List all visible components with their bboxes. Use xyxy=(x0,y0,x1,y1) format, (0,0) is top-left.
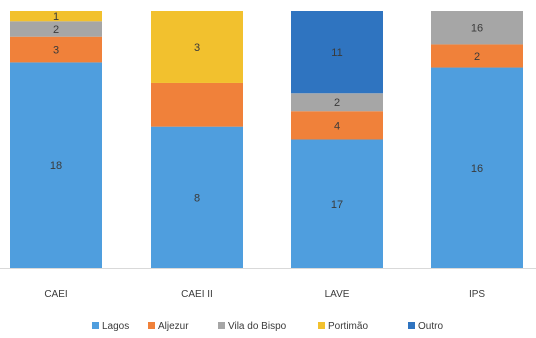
bar-segment-portim-o-caei-ii xyxy=(151,11,243,83)
data-label: 17 xyxy=(331,199,343,211)
bar-segment-aljezur-ips xyxy=(431,44,523,68)
data-label: 1 xyxy=(53,11,59,23)
x-tick-label: CAEI xyxy=(44,289,67,300)
bar-segment-lagos-ips xyxy=(431,67,523,268)
data-label: 16 xyxy=(471,163,483,175)
bar-segment-aljezur-lave xyxy=(291,111,383,140)
legend-label: Outro xyxy=(418,321,443,332)
x-tick-label: LAVE xyxy=(325,289,350,300)
x-axis: CAEI CAEI II LAVE IPS xyxy=(0,268,536,300)
legend-label: Lagos xyxy=(102,321,129,332)
x-tick-label: IPS xyxy=(469,289,485,300)
bar-segment-aljezur-caei xyxy=(10,36,102,63)
legend: Lagos Aljezur Vila do Bispo Portimão Outro xyxy=(92,321,443,332)
bar-segment-portim-o-caei xyxy=(10,11,102,22)
legend-label: Vila do Bispo xyxy=(228,321,287,332)
data-label: 16 xyxy=(471,23,483,35)
legend-swatch xyxy=(218,322,225,329)
legend-label: Portimão xyxy=(328,321,368,332)
data-label: 18 xyxy=(50,160,62,172)
data-label: 2 xyxy=(474,51,480,63)
bar-segment-lagos-caei xyxy=(10,62,102,269)
bar-segment-aljezur-caei-ii xyxy=(151,82,243,127)
data-label: 8 xyxy=(194,192,200,204)
data-label: 3 xyxy=(194,42,200,54)
legend-swatch xyxy=(148,322,155,329)
bar-segment-vila-do-bispo-ips xyxy=(431,11,523,45)
legend-label: Aljezur xyxy=(158,321,189,332)
legend-swatch xyxy=(92,322,99,329)
bar-segment-lagos-lave xyxy=(291,139,383,268)
data-label: 2 xyxy=(53,24,59,36)
bar-segment-lagos-caei-ii xyxy=(151,126,243,269)
bar-segment-vila-do-bispo-caei xyxy=(10,21,102,37)
legend-swatch xyxy=(318,322,325,329)
bar-segment-outro-lave xyxy=(291,11,383,94)
data-label: 4 xyxy=(334,120,340,132)
x-tick-label: CAEI II xyxy=(181,289,213,300)
legend-swatch xyxy=(408,322,415,329)
data-label: 11 xyxy=(331,47,342,59)
data-label: 2 xyxy=(334,97,340,109)
data-label: 3 xyxy=(53,45,59,57)
bar-segment-vila-do-bispo-lave xyxy=(291,93,383,112)
